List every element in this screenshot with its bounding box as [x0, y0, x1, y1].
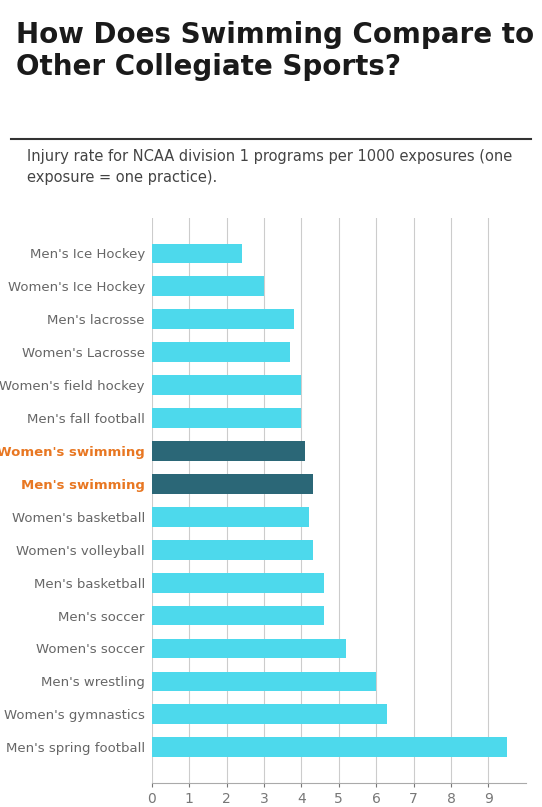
- Bar: [152, 375, 301, 395]
- Bar: [152, 277, 264, 296]
- Bar: [152, 441, 305, 461]
- Bar: [152, 309, 294, 329]
- Bar: [152, 671, 376, 692]
- Text: How Does Swimming Compare to
Other Collegiate Sports?: How Does Swimming Compare to Other Colle…: [16, 20, 534, 81]
- Bar: [152, 540, 313, 559]
- Bar: [152, 606, 324, 625]
- Text: Injury rate for NCAA division 1 programs per 1000 exposures (one
exposure = one : Injury rate for NCAA division 1 programs…: [27, 149, 512, 186]
- Bar: [152, 408, 301, 428]
- Bar: [152, 738, 507, 757]
- Bar: [152, 507, 309, 527]
- Bar: [152, 705, 388, 724]
- Bar: [152, 573, 324, 592]
- Bar: [152, 474, 313, 494]
- Bar: [152, 638, 346, 659]
- Bar: [152, 342, 290, 362]
- Bar: [152, 244, 242, 263]
